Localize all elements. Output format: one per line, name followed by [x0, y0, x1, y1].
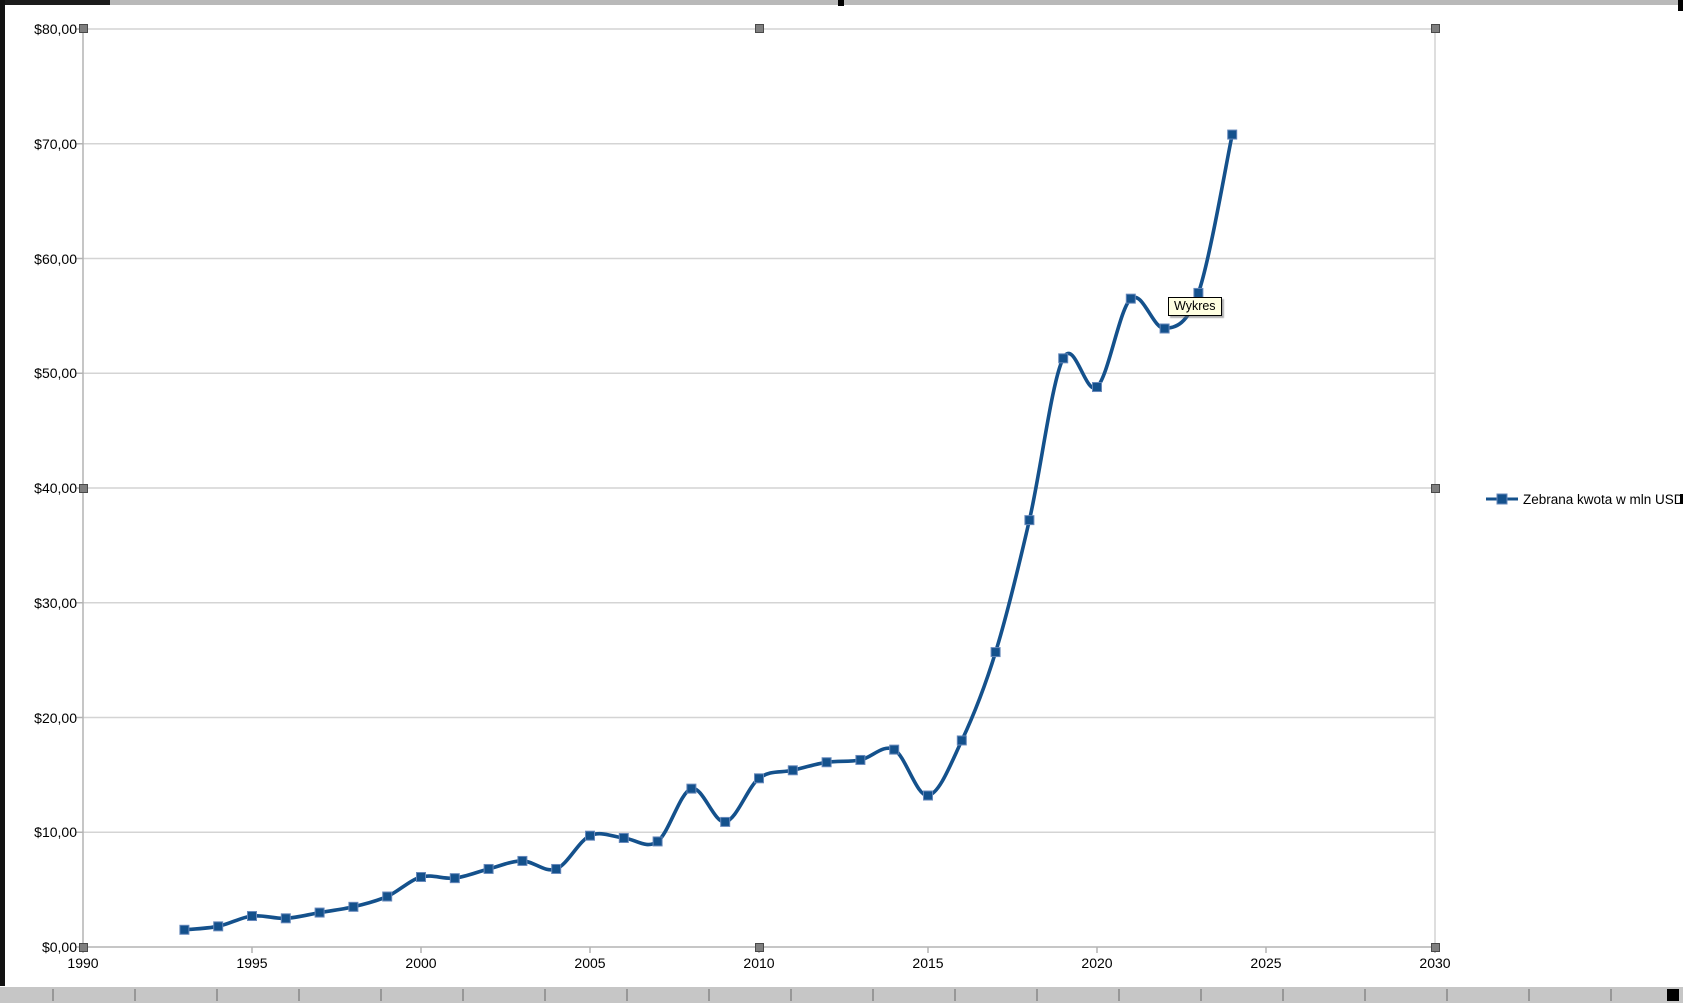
y-axis-label: $50,00	[34, 365, 77, 382]
data-point-marker[interactable]	[247, 911, 257, 922]
x-axis-label: 2000	[405, 955, 437, 971]
y-axis-label: $80,00	[34, 21, 77, 37]
x-axis-label: 2030	[1419, 955, 1451, 971]
app-left-border	[0, 0, 5, 986]
data-point-marker[interactable]	[720, 816, 731, 827]
x-axis-label: 2025	[1250, 955, 1282, 971]
spreadsheet-cell-dividers	[0, 989, 1683, 1001]
data-point-marker[interactable]	[686, 783, 697, 794]
selection-handle[interactable]	[1430, 942, 1440, 952]
app-top-right-mark	[1678, 0, 1683, 11]
data-point-marker[interactable]	[990, 647, 1001, 658]
data-point-marker[interactable]	[1159, 323, 1170, 334]
selection-handle[interactable]	[1430, 483, 1440, 493]
selection-handle[interactable]	[78, 23, 88, 33]
data-point-marker[interactable]	[923, 790, 933, 801]
app-bottom-right-mark	[1667, 989, 1679, 1001]
data-point-marker[interactable]	[382, 891, 393, 902]
data-point-marker[interactable]	[956, 735, 967, 746]
data-point-marker[interactable]	[787, 765, 798, 776]
app-right-border-mark	[1680, 494, 1683, 504]
data-series-line[interactable]	[184, 134, 1234, 932]
y-axis-label: $0,00	[41, 939, 77, 955]
x-axis-label: 2015	[912, 955, 944, 971]
selection-handle[interactable]	[1430, 23, 1440, 33]
chart-tooltip: Wykres	[1168, 297, 1222, 316]
data-point-marker[interactable]	[855, 754, 866, 765]
y-axis-label: $20,00	[34, 709, 77, 726]
legend[interactable]: Zebrana kwota w mln USD	[1486, 491, 1683, 507]
selection-handle[interactable]	[78, 942, 88, 952]
x-axis-label: 2020	[1081, 955, 1113, 971]
data-point-marker[interactable]	[889, 744, 900, 755]
selection-handle[interactable]	[754, 23, 764, 33]
y-axis-label: $60,00	[34, 250, 77, 267]
data-point-marker[interactable]	[483, 863, 494, 874]
legend-series-marker-icon	[1486, 493, 1518, 505]
data-point-marker[interactable]	[280, 913, 291, 924]
data-point-marker[interactable]	[585, 830, 595, 841]
data-point-marker[interactable]	[1024, 515, 1035, 526]
x-axis-label: 2010	[743, 955, 775, 971]
data-point-marker[interactable]	[314, 907, 325, 918]
x-axis-label: 2005	[574, 955, 606, 971]
data-point-marker[interactable]	[1125, 293, 1136, 304]
data-point-marker[interactable]	[1227, 129, 1238, 140]
data-point-marker[interactable]	[754, 773, 764, 784]
data-point-marker[interactable]	[551, 863, 562, 874]
data-point-marker[interactable]	[449, 873, 460, 884]
x-axis-label: 1995	[236, 955, 268, 971]
data-point-marker[interactable]	[348, 901, 359, 912]
x-axis-label: 1990	[67, 955, 99, 971]
data-point-marker[interactable]	[618, 832, 629, 843]
app-top-strip-mark	[838, 0, 844, 6]
data-point-marker[interactable]	[1092, 382, 1102, 393]
data-point-marker[interactable]	[213, 921, 224, 932]
selection-handle[interactable]	[78, 483, 88, 493]
data-point-marker[interactable]	[416, 872, 426, 883]
y-axis-label: $40,00	[34, 480, 77, 496]
y-axis-label: $70,00	[34, 135, 77, 152]
selection-handle[interactable]	[754, 942, 764, 952]
data-point-marker[interactable]	[517, 855, 528, 866]
y-axis-label: $30,00	[34, 594, 77, 611]
data-point-marker[interactable]	[652, 836, 663, 847]
data-point-marker[interactable]	[179, 924, 190, 935]
data-point-marker[interactable]	[1058, 353, 1069, 364]
data-point-marker[interactable]	[821, 757, 832, 768]
app-bottom-strip	[0, 987, 1683, 1003]
app-top-strip-dark-segment	[0, 0, 110, 5]
y-axis-label: $10,00	[34, 824, 77, 841]
legend-series-label: Zebrana kwota w mln USD	[1523, 491, 1683, 507]
